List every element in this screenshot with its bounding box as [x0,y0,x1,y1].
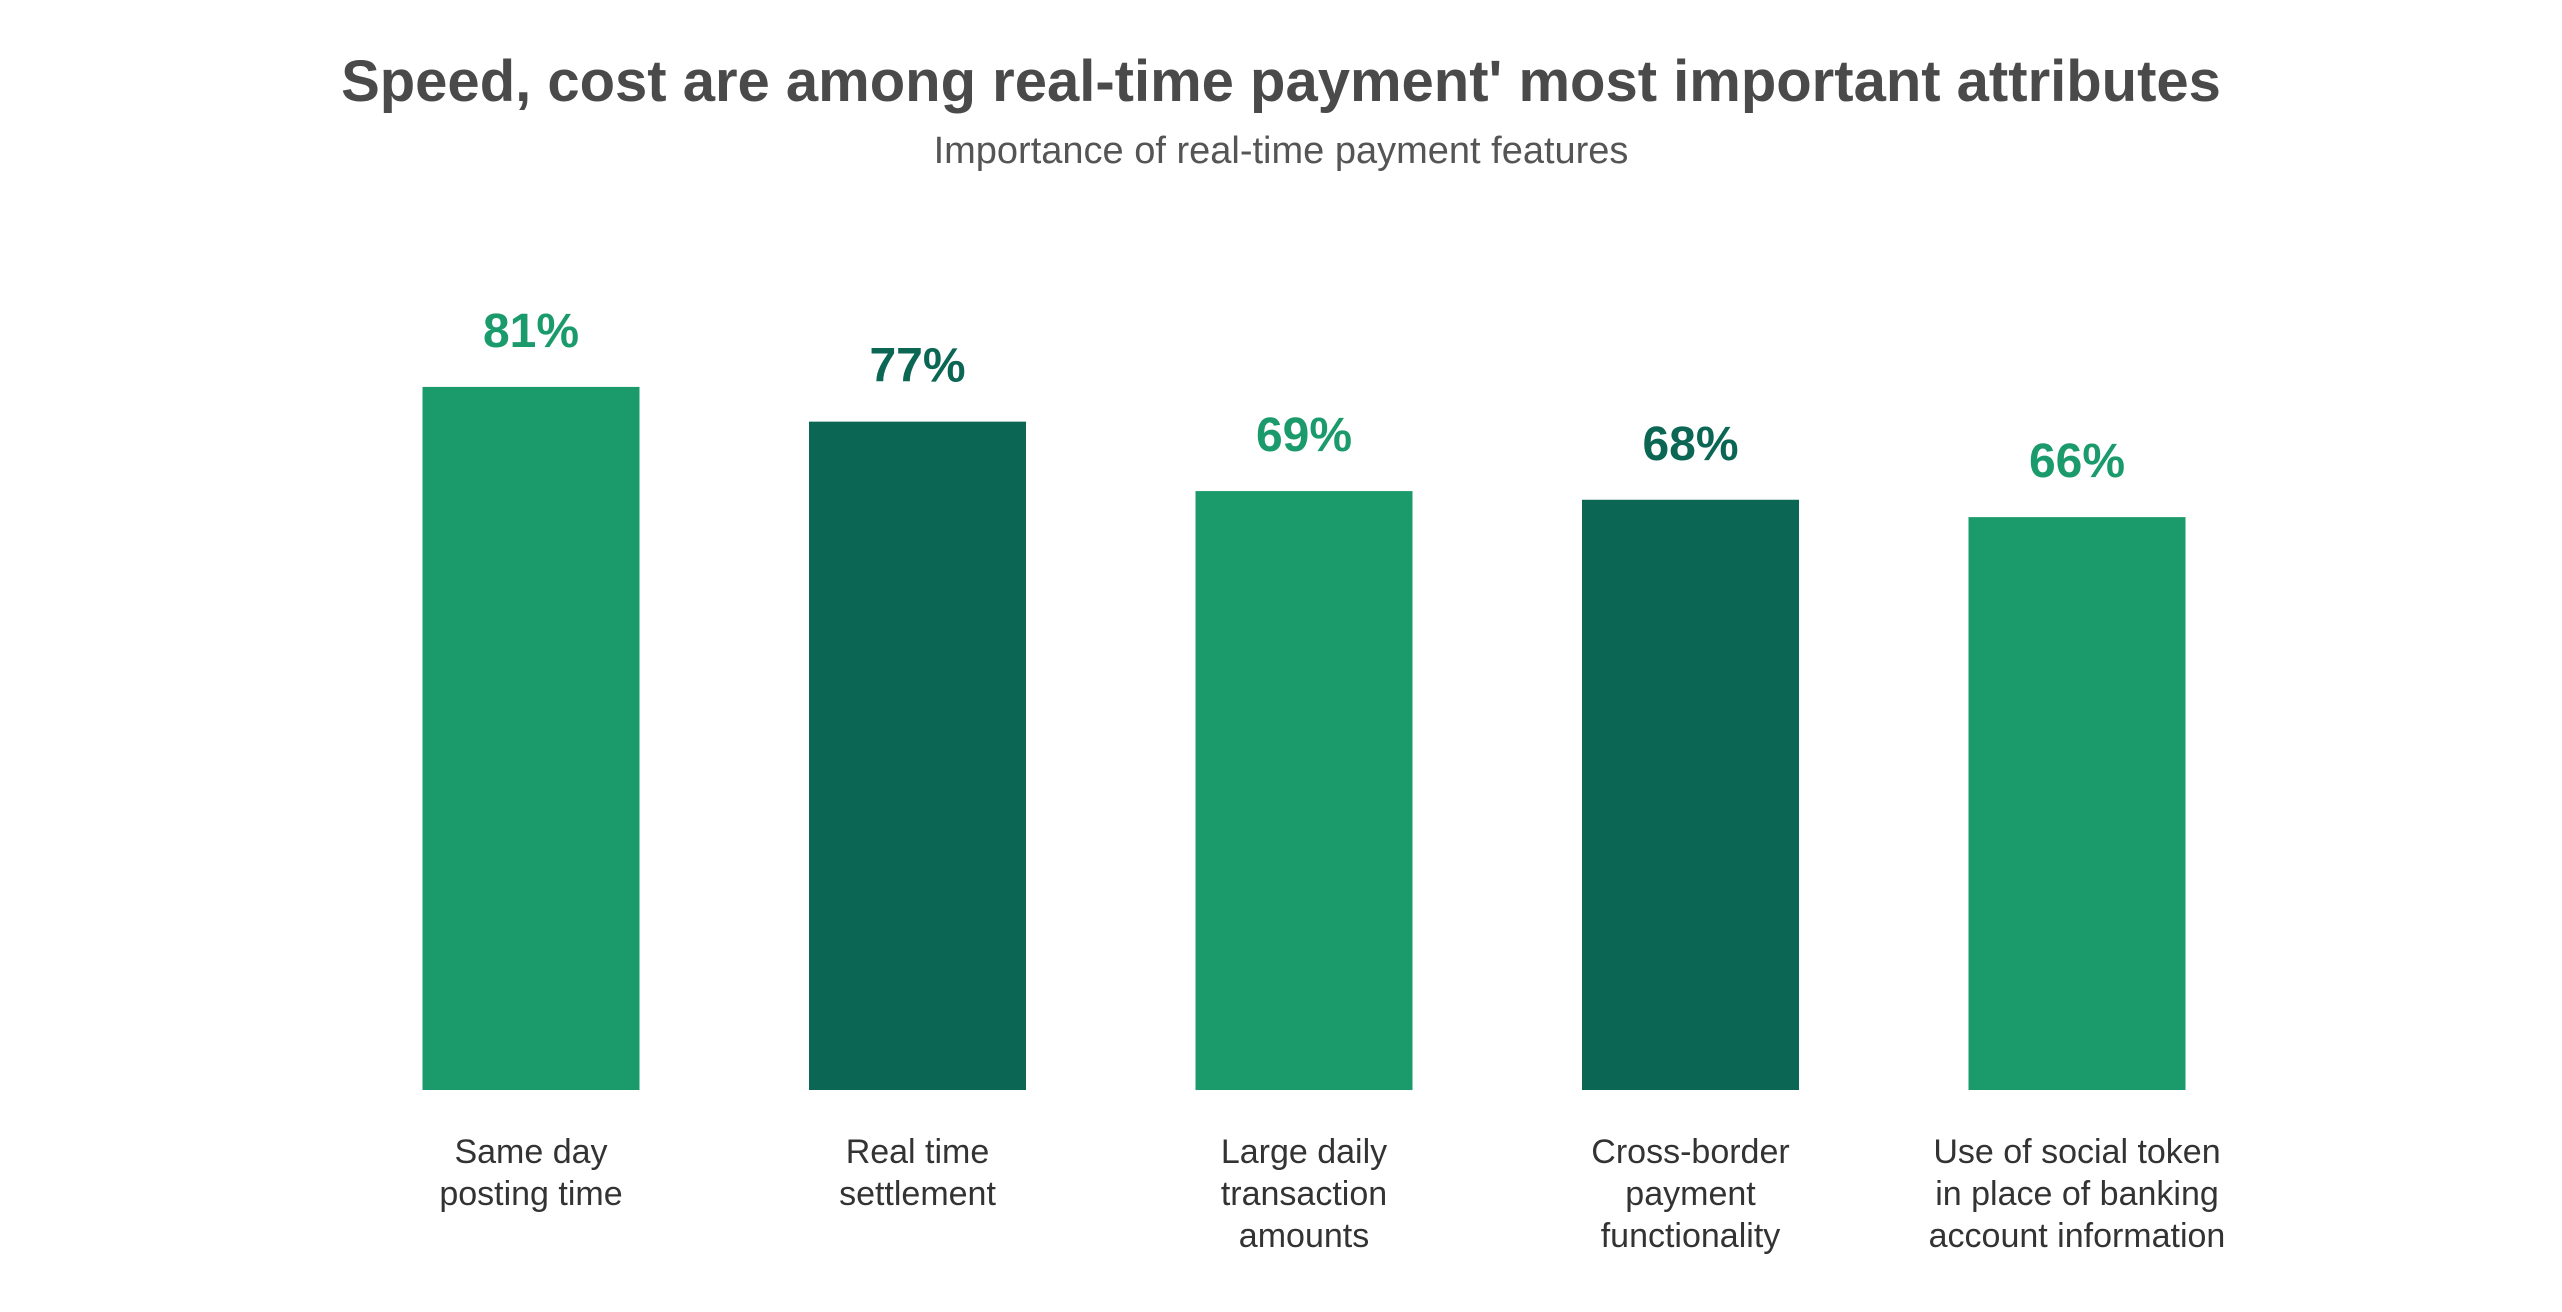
category-label-line: amounts [1239,1217,1369,1255]
category-label-line: Real time [846,1133,990,1171]
bars-group [422,386,2186,1091]
bar-5 [1968,517,2186,1090]
category-label-line: payment [1625,1175,1756,1213]
category-label-line: settlement [839,1175,996,1213]
category-label-line: transaction [1221,1175,1387,1213]
category-label-2: Real time settlement [839,1133,996,1213]
category-label-5: Use of social token in place of banking ac… [1929,1133,2226,1255]
category-label-4: Cross-border payment functionality [1591,1133,1789,1255]
value-labels-group: 81% 77% 69% 68% 66% [483,305,2125,488]
category-label-line: Large daily [1221,1133,1387,1171]
chart-subtitle: Importance of real-time payment features [933,130,1629,172]
value-label-5: 66% [2029,435,2125,488]
category-label-line: Use of social token [1933,1133,2220,1171]
category-label-line: Cross-border [1591,1133,1789,1171]
value-label-4: 68% [1642,418,1738,471]
category-label-1: Same day posting time [439,1133,622,1213]
bar-3 [1195,491,1413,1091]
value-label-1: 81% [483,305,579,358]
value-label-2: 77% [869,340,965,393]
chart-title: Speed, cost are among real-time payment'… [341,49,2221,114]
category-label-3: Large daily transaction amounts [1221,1133,1387,1255]
category-label-line: in place of banking [1935,1175,2219,1213]
category-label-line: functionality [1601,1217,1781,1255]
value-label-3: 69% [1256,409,1352,462]
bar-1 [422,386,640,1090]
bar-4 [1582,499,1799,1090]
category-labels-group: Same day posting time Real time settlement L… [439,1133,2225,1255]
bar-2 [809,421,1026,1090]
category-label-line: Same day [454,1133,607,1171]
category-label-line: posting time [439,1175,622,1213]
category-label-line: account information [1929,1217,2226,1255]
